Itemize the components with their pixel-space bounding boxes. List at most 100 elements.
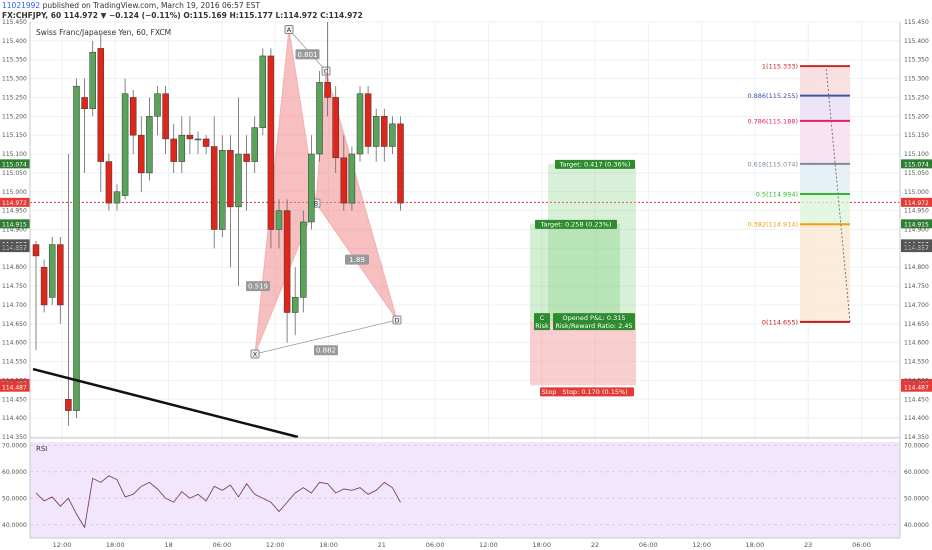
price-tick-left: 115.050	[2, 170, 27, 177]
ratio-label: 0.882	[316, 347, 336, 355]
candle-body	[81, 97, 88, 110]
stop-prefix-label: Stop	[542, 388, 557, 396]
publisher-id[interactable]: 11021992	[2, 1, 41, 10]
x-tick-label: 06:00	[639, 541, 658, 549]
candle-body	[259, 55, 267, 128]
grid	[30, 21, 900, 538]
candle-body	[381, 116, 388, 147]
right-price-tag-bg	[901, 197, 932, 207]
candle-body	[340, 157, 348, 204]
inner-target-label: Target: 0.258 (0.23%)	[540, 221, 612, 229]
right-price-tag-bg	[901, 159, 932, 169]
fib-level-label: 0.618(115.074)	[747, 160, 798, 168]
risk-reward-label-bg	[553, 321, 635, 331]
opened-pl-label: Opened P&L: 0.315	[562, 314, 625, 322]
price-tick-left: 114.850	[2, 245, 27, 252]
left-price-tag: 114.915	[2, 221, 27, 228]
candle-body	[316, 82, 323, 155]
x-tick-label: 18:00	[532, 541, 551, 549]
price-tick-right: 115.150	[904, 132, 929, 139]
stop-zone	[530, 321, 636, 386]
price-tick-left: 114.450	[2, 396, 27, 403]
candle-body	[65, 399, 72, 411]
price-tick-right: 114.800	[904, 264, 929, 271]
rsi-tick-right: 50.0000	[904, 495, 929, 502]
left-c-label-bg	[534, 313, 550, 323]
price-tick-right: 114.600	[904, 340, 929, 347]
price-tick-left: 114.500	[2, 377, 27, 384]
price-tick-left: 114.800	[2, 264, 27, 271]
ratio-box	[246, 281, 270, 292]
candle-body	[300, 221, 307, 298]
pattern-point-box	[284, 25, 294, 35]
candle-body	[210, 146, 218, 230]
candle-body	[243, 153, 250, 162]
candle-body	[73, 85, 80, 411]
price-tick-left: 115.450	[2, 19, 27, 26]
price-tick-right: 115.350	[904, 57, 929, 64]
fib-level-label: 0.5(114.994)	[756, 191, 798, 199]
ratio-label: 0.519	[248, 283, 268, 291]
right-price-tag: 114.915	[904, 221, 929, 228]
candle-body	[275, 210, 283, 230]
price-tick-left: 115.150	[2, 132, 27, 139]
fib-level-label: 0.786(115.188)	[747, 117, 798, 125]
candle-body	[219, 150, 226, 230]
price-tick-left: 114.650	[2, 321, 27, 328]
candle-body	[89, 51, 96, 110]
inner-profit-zone	[530, 223, 620, 322]
inner-target-label-bg	[535, 219, 617, 229]
x-tick-label: 12:00	[692, 541, 711, 549]
price-tick-left: 115.350	[2, 57, 27, 64]
risk-reward-label: Risk/Reward Ratio: 2.45	[555, 322, 632, 330]
candle-body	[129, 97, 137, 136]
price-tick-left: 115.300	[2, 76, 27, 83]
rsi-tick-left: 70.0000	[2, 442, 27, 449]
fib-band	[800, 163, 850, 195]
right-price-tag-bg	[901, 219, 932, 229]
left-price-tag-bg	[0, 219, 30, 229]
stop-label: Stop: 0.170 (0.15%)	[562, 388, 627, 396]
chart-title: Swiss Franc/Japanese Yen, 60, FXCM	[36, 28, 171, 37]
price-tick-left: 115.250	[2, 94, 27, 101]
x-tick-label: 21	[378, 541, 386, 549]
pattern-point-label: X	[253, 351, 258, 359]
candle-body	[372, 116, 380, 147]
fib-level-label: 0.886(115.255)	[747, 92, 798, 100]
rsi-tick-left: 50.0000	[2, 495, 27, 502]
candle-body	[97, 48, 105, 162]
published-text: published on TradingView.com, March 19, …	[42, 1, 261, 10]
candles	[32, 22, 404, 426]
price-tick-left: 114.400	[2, 415, 27, 422]
candle-body	[332, 97, 339, 159]
candle-body	[32, 244, 40, 257]
fib-retracement: 1(115.333) 0.886(115.255) 0.786(115.188) 0.…	[747, 63, 851, 326]
stop-prefix-label-bg	[540, 387, 558, 397]
price-tick-left: 115.200	[2, 113, 27, 120]
pattern-point-label: A	[287, 26, 292, 34]
x-tick-label: 06:00	[852, 541, 871, 549]
candle-body	[291, 297, 299, 313]
candle-body	[235, 153, 242, 208]
fib-level-label: 1(115.333)	[762, 63, 798, 71]
candle-body	[146, 116, 153, 174]
price-tick-left: 115.000	[2, 189, 27, 196]
price-tick-right: 114.700	[904, 302, 929, 309]
rsi-tick-left: 60.0000	[2, 469, 27, 476]
right-price-tag: 115.074	[904, 161, 929, 168]
x-tick-label: 22	[591, 541, 599, 549]
fib-band	[800, 66, 850, 96]
price-tick-right: 114.650	[904, 321, 929, 328]
left-price-tag: 114.857	[2, 245, 27, 252]
candle-body	[40, 266, 48, 306]
ratio-box	[295, 49, 320, 60]
x-tick-label: 18	[164, 541, 172, 549]
left-price-tag-bg	[0, 243, 30, 253]
x-tick-label: 06:00	[213, 541, 232, 549]
price-tick-left: 114.700	[2, 302, 27, 309]
candle-body	[202, 138, 210, 147]
left-price-tag: 114.972	[2, 200, 27, 207]
outer-profit-zone	[548, 163, 636, 322]
candle-body	[48, 244, 56, 298]
